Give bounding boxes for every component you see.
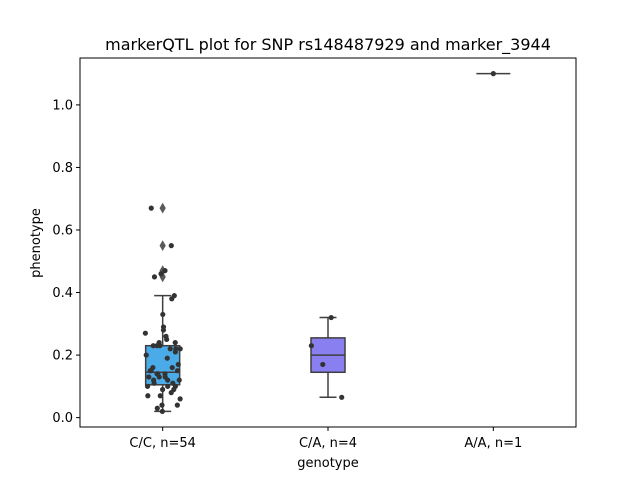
data-point (159, 408, 165, 414)
data-point (160, 327, 167, 333)
data-point (174, 368, 181, 374)
data-point (160, 311, 166, 318)
box (144, 202, 181, 413)
data-point (339, 394, 345, 400)
data-point (177, 396, 183, 402)
outlier-marker (159, 240, 166, 252)
data-point (165, 383, 171, 389)
data-point (320, 361, 326, 368)
y-tick-label: 1.0 (52, 98, 73, 113)
y-tick-label: 0.8 (52, 161, 73, 176)
data-point (145, 393, 151, 399)
data-point (167, 346, 173, 352)
outlier-marker (159, 271, 166, 283)
data-point (154, 405, 160, 411)
data-point (172, 339, 178, 346)
data-point (168, 390, 174, 396)
data-point (177, 346, 183, 352)
box (310, 316, 346, 399)
data-point (169, 364, 175, 371)
data-point (162, 268, 168, 274)
data-point (165, 377, 171, 383)
y-tick-label: 0.4 (52, 286, 73, 301)
data-point (143, 352, 149, 358)
data-point (146, 374, 152, 380)
y-tick-label: 0.6 (52, 223, 73, 238)
data-point (168, 243, 174, 249)
chart-title: markerQTL plot for SNP rs148487929 and m… (105, 35, 551, 55)
data-point (148, 368, 154, 374)
data-point (148, 205, 154, 211)
x-axis-label: genotype (297, 456, 358, 471)
data-point (157, 393, 163, 399)
data-point (169, 296, 175, 302)
data-point (174, 402, 180, 408)
data-point (164, 355, 170, 361)
data-point (156, 374, 162, 380)
data-point (150, 343, 156, 349)
x-tick-label: C/A, n=4 (299, 436, 357, 451)
data-point (164, 336, 170, 343)
data-point (159, 402, 165, 408)
data-point (308, 343, 314, 349)
y-tick-label: 0.0 (52, 411, 73, 426)
x-tick-label: C/C, n=54 (129, 436, 195, 451)
data-point (159, 386, 166, 393)
data-point (175, 361, 181, 368)
data-point (151, 274, 158, 280)
data-point (142, 330, 148, 336)
x-axis: C/C, n=54 C/A, n=4 A/A, n=1 (129, 427, 522, 451)
y-axis: 0.0 0.2 0.4 0.6 0.8 1.0 (52, 98, 80, 426)
outlier-marker (159, 202, 166, 214)
y-tick-label: 0.2 (52, 349, 73, 364)
box-group (144, 72, 511, 413)
point-group (142, 71, 496, 414)
data-point (157, 343, 163, 349)
data-point (158, 271, 164, 277)
data-point (172, 349, 178, 355)
data-point (176, 377, 182, 383)
data-point (144, 383, 151, 389)
x-tick-label: A/A, n=1 (464, 436, 522, 451)
y-axis-label: phenotype (29, 208, 44, 278)
data-point (328, 314, 334, 321)
data-point (151, 380, 157, 386)
data-point (490, 71, 496, 77)
